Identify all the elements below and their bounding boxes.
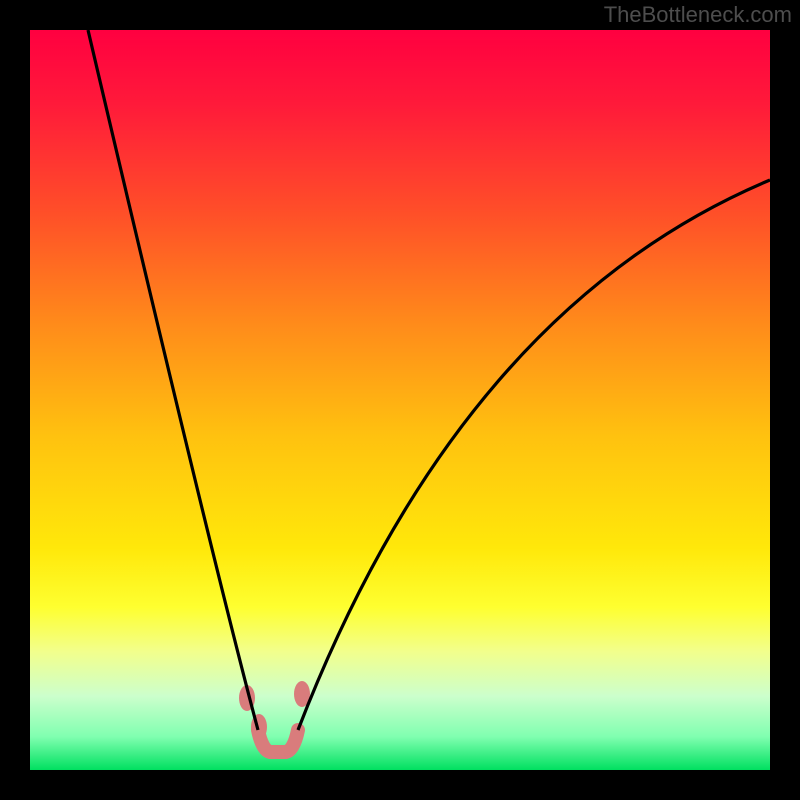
watermark-text: TheBottleneck.com [604, 2, 792, 28]
plot-area [30, 30, 770, 770]
chart-frame: TheBottleneck.com [0, 0, 800, 800]
gradient-background [30, 30, 770, 770]
chart-svg [30, 30, 770, 770]
